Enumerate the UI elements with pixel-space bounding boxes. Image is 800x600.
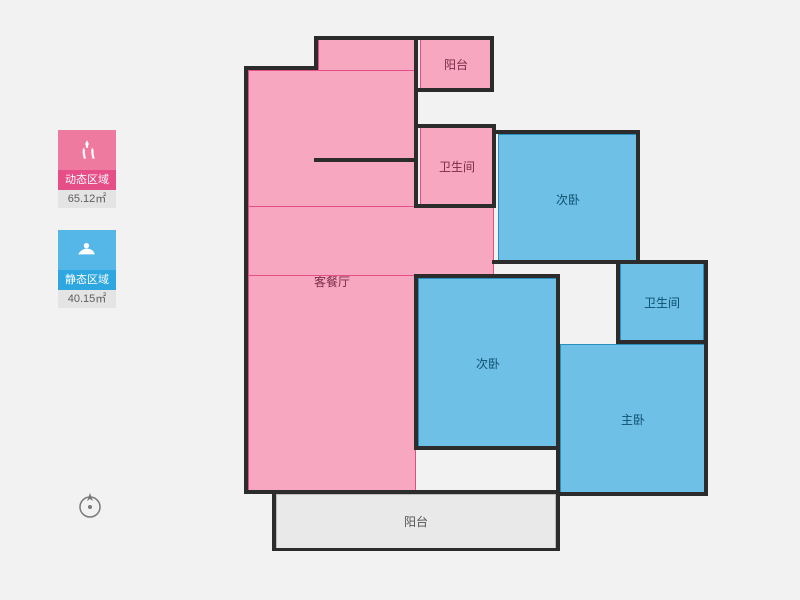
- wall: [272, 490, 276, 550]
- room-label: 次卧: [476, 355, 500, 372]
- room-label: 卫生间: [439, 158, 475, 175]
- legend-static: 静态区域 40.15㎡: [58, 230, 116, 308]
- room-label: 主卧: [621, 411, 645, 428]
- room-bed2_mid: 次卧: [418, 278, 558, 448]
- wall: [414, 36, 418, 208]
- room-label: 卫生间: [644, 294, 680, 311]
- wall: [272, 548, 560, 551]
- wall: [492, 130, 640, 134]
- legend-dynamic-label: 动态区域: [58, 170, 116, 190]
- wall: [490, 36, 494, 92]
- room-balcony_bot: 阳台: [276, 494, 556, 549]
- wall: [556, 492, 708, 496]
- floorplan: 厨房阳台卫生间客餐厅次卧卫生间次卧主卧阳台: [230, 24, 730, 572]
- wall: [414, 274, 418, 450]
- legend-static-label: 静态区域: [58, 270, 116, 290]
- wall: [414, 124, 496, 128]
- room-bath2: 卫生间: [620, 262, 704, 342]
- compass-icon: [75, 490, 105, 525]
- room-living: 客餐厅: [248, 70, 416, 492]
- room-label: 阳台: [444, 56, 468, 73]
- sleep-icon: [58, 230, 116, 270]
- wall: [636, 130, 640, 262]
- wall: [556, 274, 560, 344]
- people-icon: [58, 130, 116, 170]
- wall: [414, 274, 560, 278]
- wall: [244, 66, 248, 494]
- room-living_ext: [248, 206, 494, 276]
- wall: [492, 124, 496, 208]
- room-bed_master: 主卧: [560, 344, 706, 494]
- wall: [616, 340, 706, 344]
- legend-panel: 动态区域 65.12㎡ 静态区域 40.15㎡: [58, 130, 116, 330]
- wall: [556, 340, 560, 496]
- legend-dynamic-value: 65.12㎡: [58, 190, 116, 208]
- room-balcony_top: 阳台: [420, 39, 492, 89]
- room-label: 阳台: [404, 513, 428, 530]
- room-bath1: 卫生间: [420, 127, 494, 206]
- wall: [314, 158, 418, 162]
- wall: [314, 36, 318, 70]
- wall: [704, 260, 708, 496]
- legend-static-value: 40.15㎡: [58, 290, 116, 308]
- wall: [616, 260, 620, 344]
- wall: [414, 204, 496, 208]
- wall: [556, 490, 560, 550]
- wall: [244, 66, 318, 70]
- legend-dynamic: 动态区域 65.12㎡: [58, 130, 116, 208]
- room-label: 次卧: [556, 191, 580, 208]
- wall: [244, 490, 560, 494]
- wall: [414, 446, 560, 450]
- wall: [314, 36, 494, 40]
- wall: [414, 88, 494, 92]
- wall: [492, 260, 706, 264]
- room-bed2_top: 次卧: [498, 134, 638, 264]
